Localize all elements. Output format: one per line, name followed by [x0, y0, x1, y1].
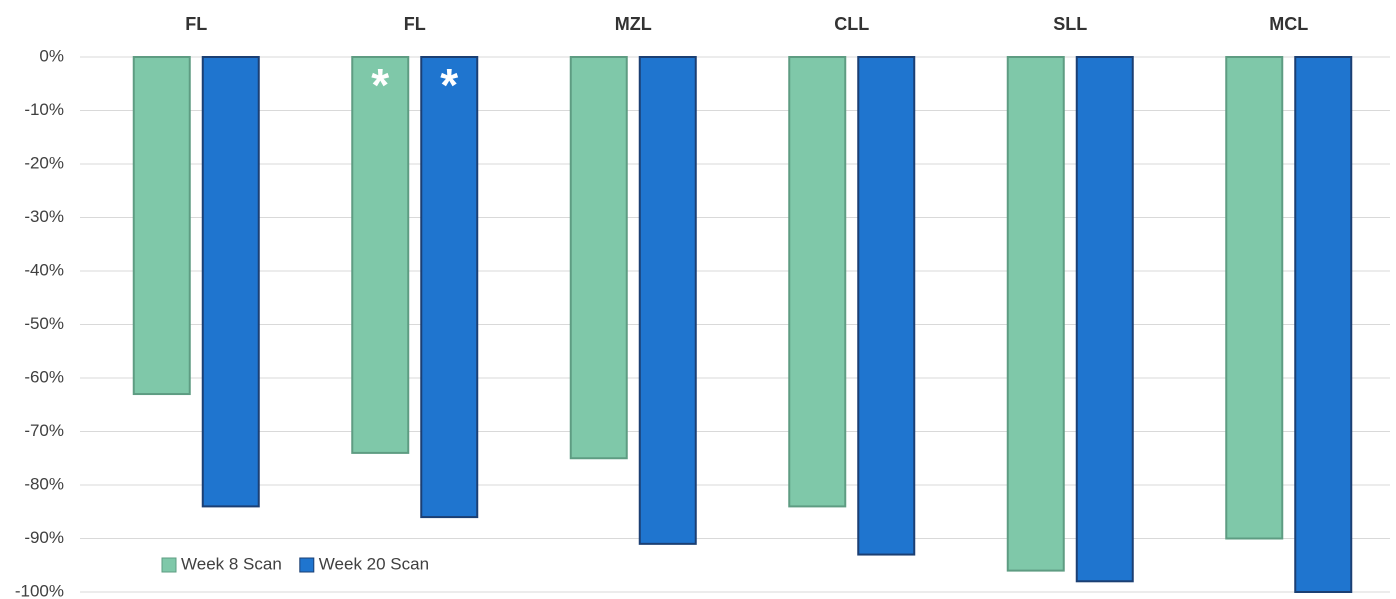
legend-label: Week 8 Scan — [181, 554, 282, 573]
annotation: * — [371, 59, 389, 111]
bar — [1006, 56, 1065, 572]
y-tick-label: -100% — [15, 581, 64, 599]
legend-swatch — [161, 557, 177, 573]
y-tick-label: -20% — [24, 153, 64, 172]
x-tick-label: CLL — [834, 14, 869, 34]
bar — [1225, 56, 1284, 540]
y-tick-label: -90% — [24, 528, 64, 547]
y-tick-label: -30% — [24, 207, 64, 226]
bar — [132, 56, 191, 396]
y-tick-label: -60% — [24, 367, 64, 386]
x-tick-label: MCL — [1269, 14, 1308, 34]
legend-swatch — [299, 557, 315, 573]
y-tick-label: -50% — [24, 314, 64, 333]
bar — [351, 56, 410, 454]
bar — [569, 56, 628, 460]
y-tick-label: -10% — [24, 100, 64, 119]
x-tick-label: FL — [404, 14, 426, 34]
y-tick-label: -70% — [24, 421, 64, 440]
bar — [788, 56, 847, 508]
x-tick-label: MZL — [615, 14, 652, 34]
annotation: * — [440, 59, 458, 111]
x-tick-label: SLL — [1053, 14, 1087, 34]
y-tick-label: 0% — [39, 46, 64, 65]
x-tick-label: FL — [185, 14, 207, 34]
bar — [638, 56, 697, 545]
bar — [1294, 56, 1353, 593]
y-tick-label: -40% — [24, 260, 64, 279]
bar — [857, 56, 916, 556]
legend-label: Week 20 Scan — [319, 554, 429, 573]
y-tick-label: -80% — [24, 474, 64, 493]
bar — [201, 56, 260, 508]
bar — [420, 56, 479, 519]
bar — [1075, 56, 1134, 583]
